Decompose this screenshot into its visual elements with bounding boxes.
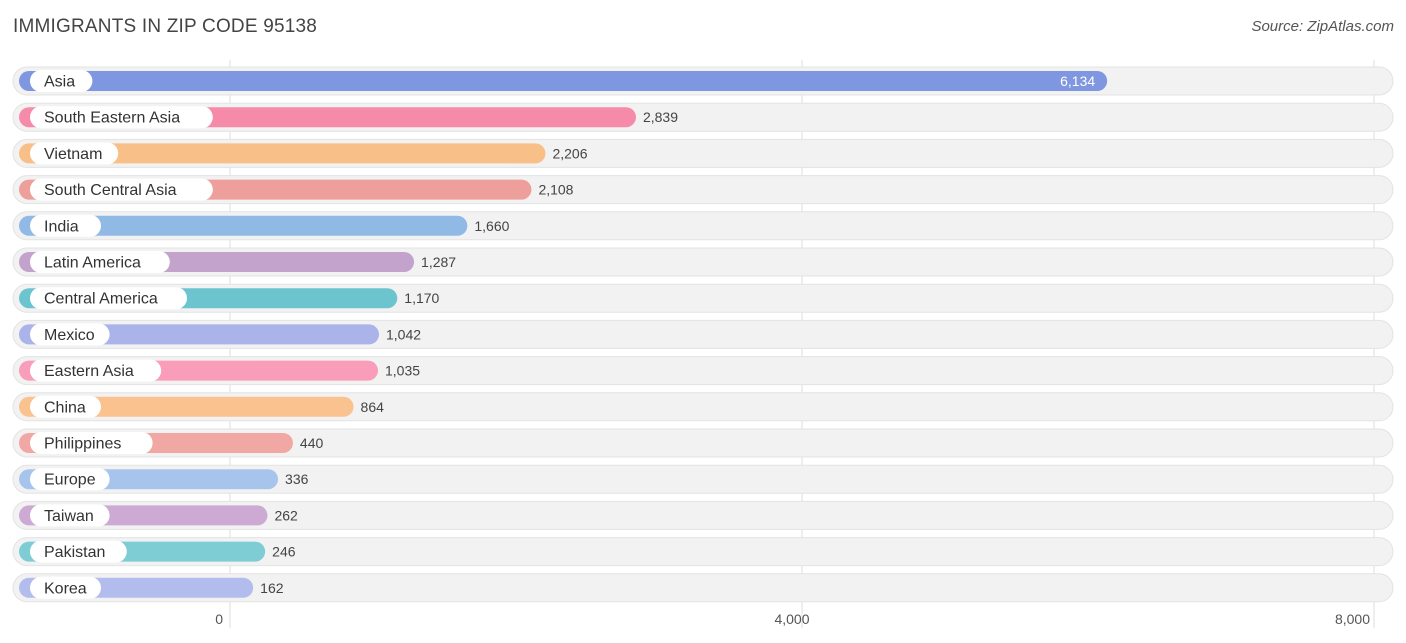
bar-row: India 1,660 xyxy=(12,211,1394,241)
category-label: South Central Asia xyxy=(44,182,177,199)
value-label: 2,206 xyxy=(552,145,587,161)
bar-row: Taiwan 262 xyxy=(12,500,1394,530)
category-label: Korea xyxy=(44,580,87,597)
value-label: 162 xyxy=(260,580,284,596)
category-pill xyxy=(30,106,213,129)
value-label: 1,287 xyxy=(421,254,456,270)
x-tick-label: 4,000 xyxy=(774,611,809,627)
bar-row: Eastern Asia 1,035 xyxy=(12,356,1394,386)
x-tick-label: 0 xyxy=(215,611,223,627)
bar xyxy=(19,215,468,236)
bar-row: Latin America 1,287 xyxy=(12,247,1394,277)
value-label: 2,839 xyxy=(643,109,678,125)
category-label: Mexico xyxy=(44,327,95,344)
bar-row: China 864 xyxy=(12,392,1394,422)
bar-track xyxy=(12,428,1394,458)
category-label: Eastern Asia xyxy=(44,363,134,380)
category-pill xyxy=(30,576,101,599)
x-axis-ticks: 0 4,000 8,000 xyxy=(215,611,1370,627)
category-label: Europe xyxy=(44,472,96,489)
bar-row: South Eastern Asia 2,839 xyxy=(12,102,1394,132)
category-label: Asia xyxy=(44,74,75,91)
category-pill xyxy=(30,323,110,346)
bar-row: Philippines 440 xyxy=(12,428,1394,458)
chart-title: IMMIGRANTS IN ZIP CODE 95138 xyxy=(13,16,318,37)
category-pill xyxy=(30,504,110,527)
bar-track xyxy=(12,573,1394,603)
bar-row: Europe 336 xyxy=(12,464,1394,494)
value-label: 1,035 xyxy=(385,363,420,379)
category-pill xyxy=(30,540,127,563)
value-label: 864 xyxy=(361,399,385,415)
value-label: 336 xyxy=(285,471,309,487)
category-label: Vietnam xyxy=(44,146,102,163)
bar-row: Pakistan 246 xyxy=(12,537,1394,567)
bar-rows: Asia 6,134 South Eastern Asia 2,839 Vietnam 2… xyxy=(12,66,1394,603)
category-label: South Eastern Asia xyxy=(44,110,180,127)
category-pill xyxy=(30,70,93,92)
bar-row: Korea 162 xyxy=(12,573,1394,603)
bar-row: Central America 1,170 xyxy=(12,283,1394,313)
category-pill xyxy=(30,395,101,418)
category-pill xyxy=(30,214,101,237)
value-label: 440 xyxy=(300,435,324,451)
bar-track xyxy=(12,500,1394,530)
bar-row: Vietnam 2,206 xyxy=(12,138,1394,168)
category-pill xyxy=(30,178,213,201)
value-label: 1,042 xyxy=(386,326,421,342)
bar-row: South Central Asia 2,108 xyxy=(12,175,1394,205)
value-label: 1,170 xyxy=(404,290,439,306)
bar xyxy=(19,396,354,417)
category-label: Central America xyxy=(44,291,158,308)
category-label: China xyxy=(44,399,86,416)
category-label: Pakistan xyxy=(44,544,105,561)
bar xyxy=(19,324,380,345)
bar-row: Asia 6,134 xyxy=(12,66,1394,96)
bar-track xyxy=(12,392,1394,422)
category-pill xyxy=(30,142,119,165)
value-label: 6,134 xyxy=(1060,73,1095,89)
bar-track xyxy=(12,464,1394,494)
category-label: Latin America xyxy=(44,255,141,272)
bar xyxy=(19,71,1108,91)
category-pill xyxy=(30,359,162,382)
chart-source: Source: ZipAtlas.com xyxy=(1251,18,1394,35)
bar xyxy=(19,143,546,164)
category-label: Philippines xyxy=(44,436,121,453)
category-label: India xyxy=(44,218,79,235)
bar-track xyxy=(12,537,1394,567)
value-label: 2,108 xyxy=(538,182,573,198)
x-tick-label: 8,000 xyxy=(1335,611,1370,627)
bar-row: Mexico 1,042 xyxy=(12,319,1394,349)
value-label: 1,660 xyxy=(474,218,509,234)
category-pill xyxy=(30,468,110,491)
value-label: 246 xyxy=(272,544,296,560)
value-label: 262 xyxy=(274,507,298,523)
category-pill xyxy=(30,287,187,310)
category-pill xyxy=(30,432,153,454)
category-pill xyxy=(30,251,170,273)
category-label: Taiwan xyxy=(44,508,94,525)
